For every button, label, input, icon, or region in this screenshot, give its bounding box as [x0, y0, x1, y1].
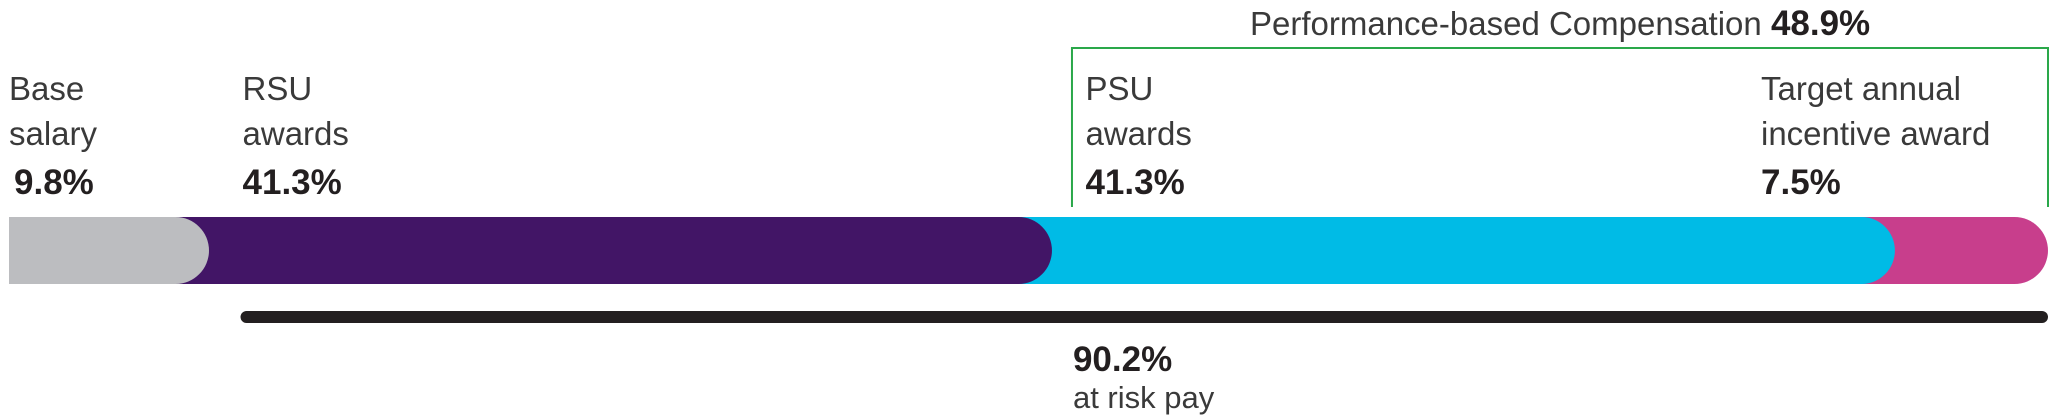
annotation-value: 48.9% [1770, 4, 1871, 43]
value-label: 41.3% [242, 163, 342, 202]
annotation-text: Performance-based Compensation [1249, 5, 1762, 42]
bracket [1070, 47, 2049, 207]
annotation-value: 90.2% [1072, 340, 1173, 379]
bar-segment [984, 217, 1895, 284]
bracket-label: Performance-based Compensation 48.9% [1250, 4, 1870, 44]
category-label: PSU awards [1085, 70, 1192, 152]
bar-segment [9, 217, 209, 284]
value-label: 9.8% [14, 163, 94, 202]
value-label: 7.5% [1761, 163, 1841, 202]
category-label: RSU awards [242, 70, 349, 152]
category-label: Target annual incentive award [1761, 70, 1991, 152]
annotation-text: at risk pay [1072, 380, 1215, 415]
bar-segment [142, 217, 1052, 284]
value-label: 41.3% [1085, 163, 1185, 202]
category-label: Base salary [9, 70, 98, 152]
